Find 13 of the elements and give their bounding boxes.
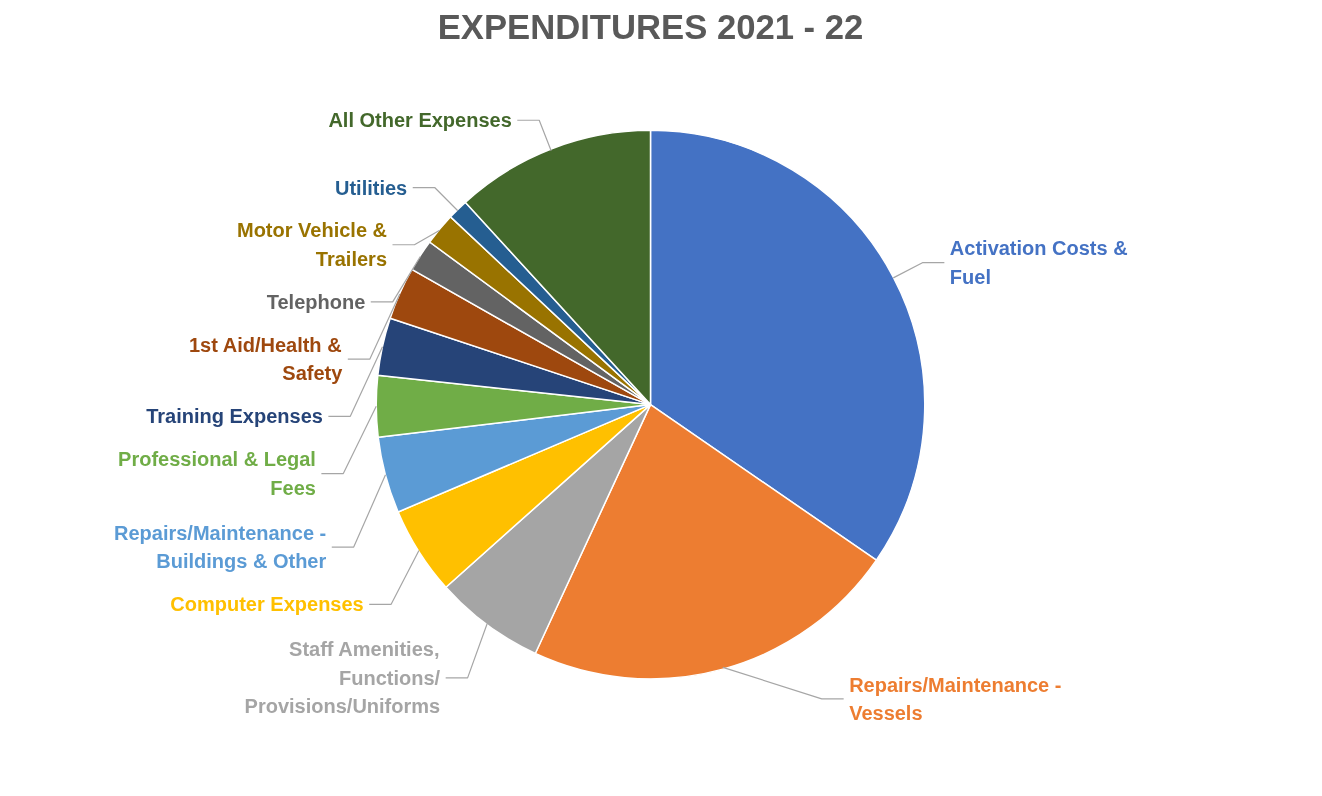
slice-label: Staff Amenities, Functions/ Provisions/Uniforms [244, 638, 441, 718]
chart-title: EXPENDITURES 2021 - 22 [437, 7, 864, 46]
slice-label: Repairs/Maintenance - Vessels [849, 673, 1062, 725]
slice-label: Training Expenses [146, 405, 323, 428]
slice-label: All Other Expenses [328, 109, 512, 132]
slice-label: 1st Aid/Health & Safety [188, 333, 344, 385]
slice-label: Computer Expenses [170, 593, 364, 616]
slice-label: Utilities [335, 176, 408, 199]
slice-label: Telephone [266, 290, 366, 313]
slice-label: Repairs/Maintenance - Buildings & Other [114, 521, 327, 573]
slice-label: Activation Costs & Fuel [949, 237, 1128, 288]
slice-label: Motor Vehicle & Trailers [236, 219, 388, 271]
slice-label: Professional & Legal Fees [118, 448, 316, 499]
